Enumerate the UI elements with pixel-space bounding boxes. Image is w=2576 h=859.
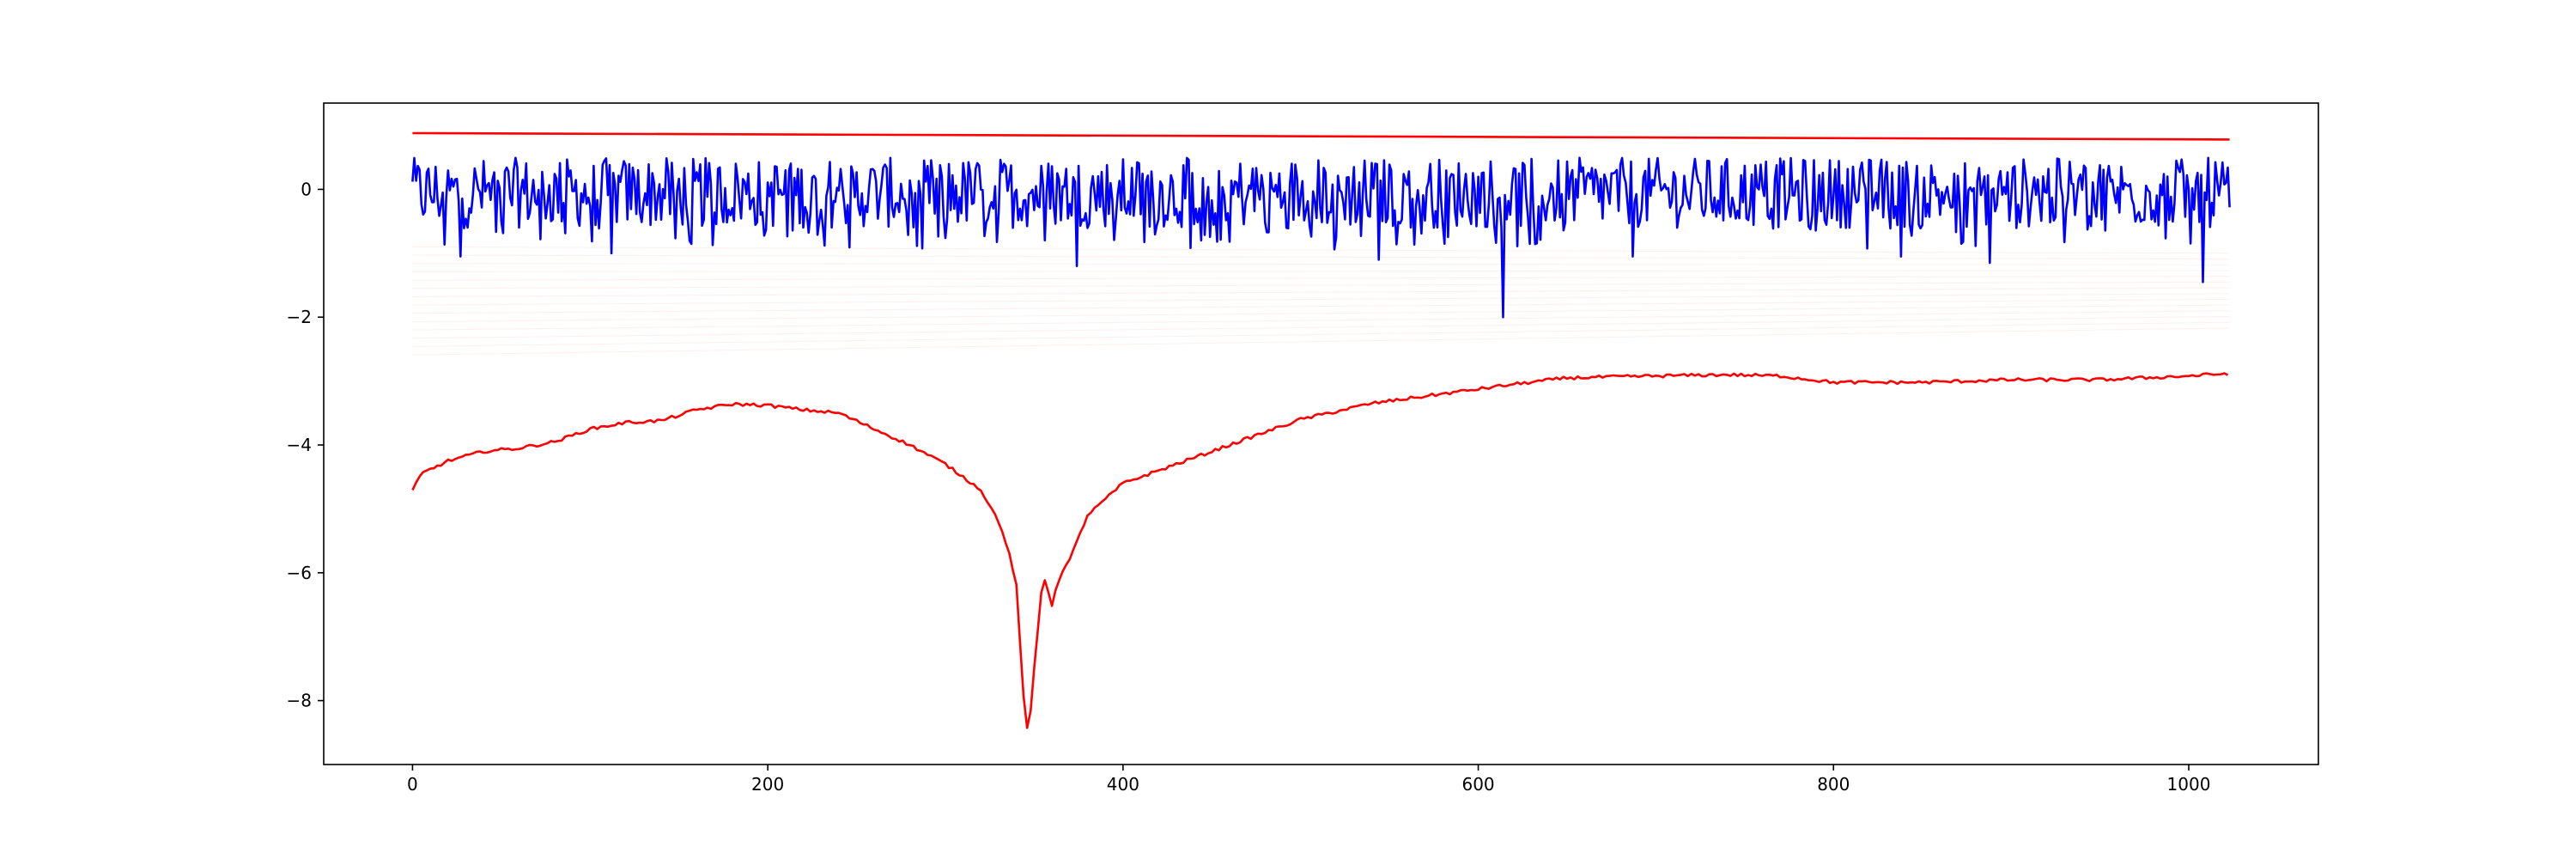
series-line-3: [411, 372, 2229, 729]
faint-curve: [412, 276, 2230, 281]
y-tick-label: −8: [287, 691, 312, 711]
y-tick-label: −6: [287, 563, 312, 583]
y-tick-label: −4: [287, 435, 312, 455]
x-tick-label: 600: [1461, 774, 1494, 795]
faint-curve: [412, 310, 2230, 331]
x-tick-label: 200: [751, 774, 784, 795]
x-tick-label: 400: [1107, 774, 1139, 795]
axes-frame: [323, 102, 2319, 765]
y-tick-label: 0: [301, 179, 312, 199]
faint-curve: [412, 321, 2230, 348]
x-tick-label: 800: [1817, 774, 1850, 795]
faint-curve: [412, 254, 2230, 260]
faint-background-curves: [412, 246, 2230, 356]
y-tick-label: −2: [287, 307, 312, 327]
series-line-2: [411, 156, 2231, 319]
series-line-1: [412, 131, 2230, 141]
faint-curve: [412, 304, 2230, 323]
axes: 0 200 400 600 800 1000 −8 −6 −4 −2 0: [287, 102, 2319, 795]
faint-curve: [412, 246, 2230, 254]
faint-curve: [412, 315, 2230, 339]
x-tick-label: 1000: [2167, 774, 2211, 795]
faint-curve: [412, 293, 2230, 306]
faint-curve: [412, 263, 2230, 265]
faint-curve: [412, 281, 2230, 289]
plot-area: [411, 131, 2231, 729]
x-tick-label: 0: [407, 774, 418, 795]
faint-curve: [412, 287, 2230, 298]
faint-curve: [412, 298, 2230, 314]
faint-curve: [412, 327, 2230, 356]
